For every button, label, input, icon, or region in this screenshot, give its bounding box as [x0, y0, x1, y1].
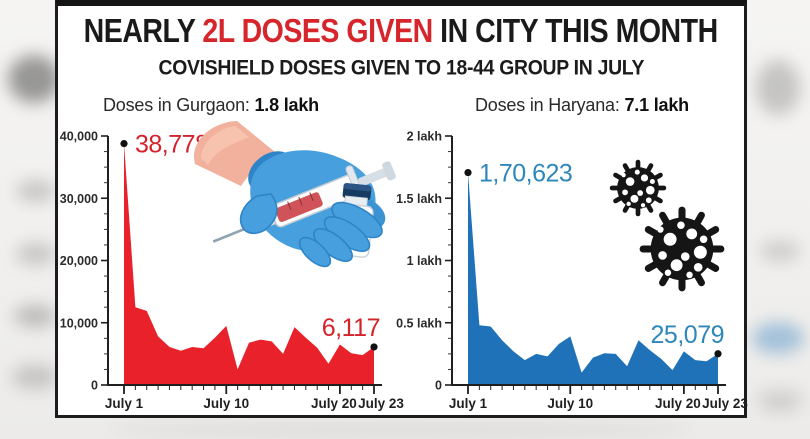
background-blur-blob: [16, 180, 56, 202]
y-tick-label: 1 lakh: [407, 254, 442, 268]
x-tick-label: July 1: [449, 396, 488, 411]
y-tick-label: 0: [435, 379, 442, 393]
x-tick-label: July 10: [547, 396, 593, 411]
coronavirus-icon-large: [643, 210, 721, 288]
value-annotation: 25,079: [651, 321, 724, 349]
background-blur-blob: [8, 55, 60, 103]
x-tick-label: July 20: [655, 396, 701, 411]
y-tick-label: 40,000: [60, 130, 98, 144]
x-tick-label: July 1: [105, 396, 144, 411]
y-tick-label: 0.5 lakh: [396, 316, 442, 330]
background-blur-blob: [16, 243, 56, 265]
data-point-dot: [464, 168, 472, 177]
coronavirus-icon-small: [612, 162, 664, 214]
value-annotation: 6,117: [322, 314, 380, 342]
data-point-dot: [714, 350, 722, 358]
value-annotation: 1,70,623: [479, 160, 572, 188]
page-subtitle: COVISHIELD DOSES GIVEN TO 18-44 GROUP IN…: [58, 56, 744, 80]
gurgaon-chart-heading: Doses in Gurgaon: 1.8 lakh: [103, 95, 319, 116]
y-tick-label: 1.5 lakh: [396, 192, 442, 206]
glove-fingers: [239, 193, 383, 268]
y-tick-label: 2 lakh: [407, 130, 442, 144]
x-tick-label: July 10: [203, 396, 249, 411]
gurgaon-heading-label: Doses in Gurgaon:: [103, 95, 255, 115]
gurgaon-area-chart: 40,000 30,000 20,000 10,000 0 July 1 July 10 Ju…: [60, 130, 405, 412]
page-title: NEARLY 2L DOSES GIVEN IN CITY THIS MONTH: [58, 12, 744, 50]
x-tick-label: July 23: [702, 396, 748, 411]
data-point-dot: [120, 140, 128, 148]
background-blur-blob: [756, 60, 800, 115]
background-blur-blob: [14, 305, 56, 327]
background-blur-blob: [758, 390, 802, 412]
subtitle-text: COVISHIELD DOSES GIVEN TO 18-44 GROUP IN…: [158, 56, 644, 80]
y-tick-label: 10,000: [60, 316, 98, 330]
background-blur-blob: [110, 424, 690, 436]
x-tick-label: July 20: [311, 396, 357, 411]
background-blur-blob: [752, 322, 804, 354]
haryana-area-chart: 2 lakh 1.5 lakh 1 lakh 0.5 lakh 0 July 1 July …: [396, 130, 748, 412]
y-tick-label: 0: [91, 379, 98, 393]
y-tick-label: 20,000: [60, 254, 98, 268]
area-series: [468, 172, 718, 385]
title-part-black-1: NEARLY: [83, 12, 203, 50]
data-point-dot: [370, 343, 378, 351]
title-part-red: 2L DOSES GIVEN: [202, 12, 434, 50]
background-blur-blob: [12, 365, 58, 389]
y-tick-label: 30,000: [60, 192, 98, 206]
haryana-chart-heading: Doses in Haryana: 7.1 lakh: [475, 95, 689, 116]
haryana-heading-label: Doses in Haryana:: [475, 95, 625, 115]
haryana-heading-value: 7.1 lakh: [624, 95, 689, 115]
coronavirus-icons: [598, 152, 750, 298]
syringe-hand-illustration: [194, 121, 396, 268]
area-series: [124, 143, 374, 385]
x-tick-label: July 23: [358, 396, 404, 411]
background-blur-blob: [760, 240, 800, 262]
forearm: [194, 121, 275, 186]
gurgaon-heading-value: 1.8 lakh: [254, 95, 319, 115]
title-part-black-2: IN CITY THIS MONTH: [433, 12, 719, 50]
infographic-card: NEARLY 2L DOSES GIVEN IN CITY THIS MONTH…: [55, 0, 750, 418]
